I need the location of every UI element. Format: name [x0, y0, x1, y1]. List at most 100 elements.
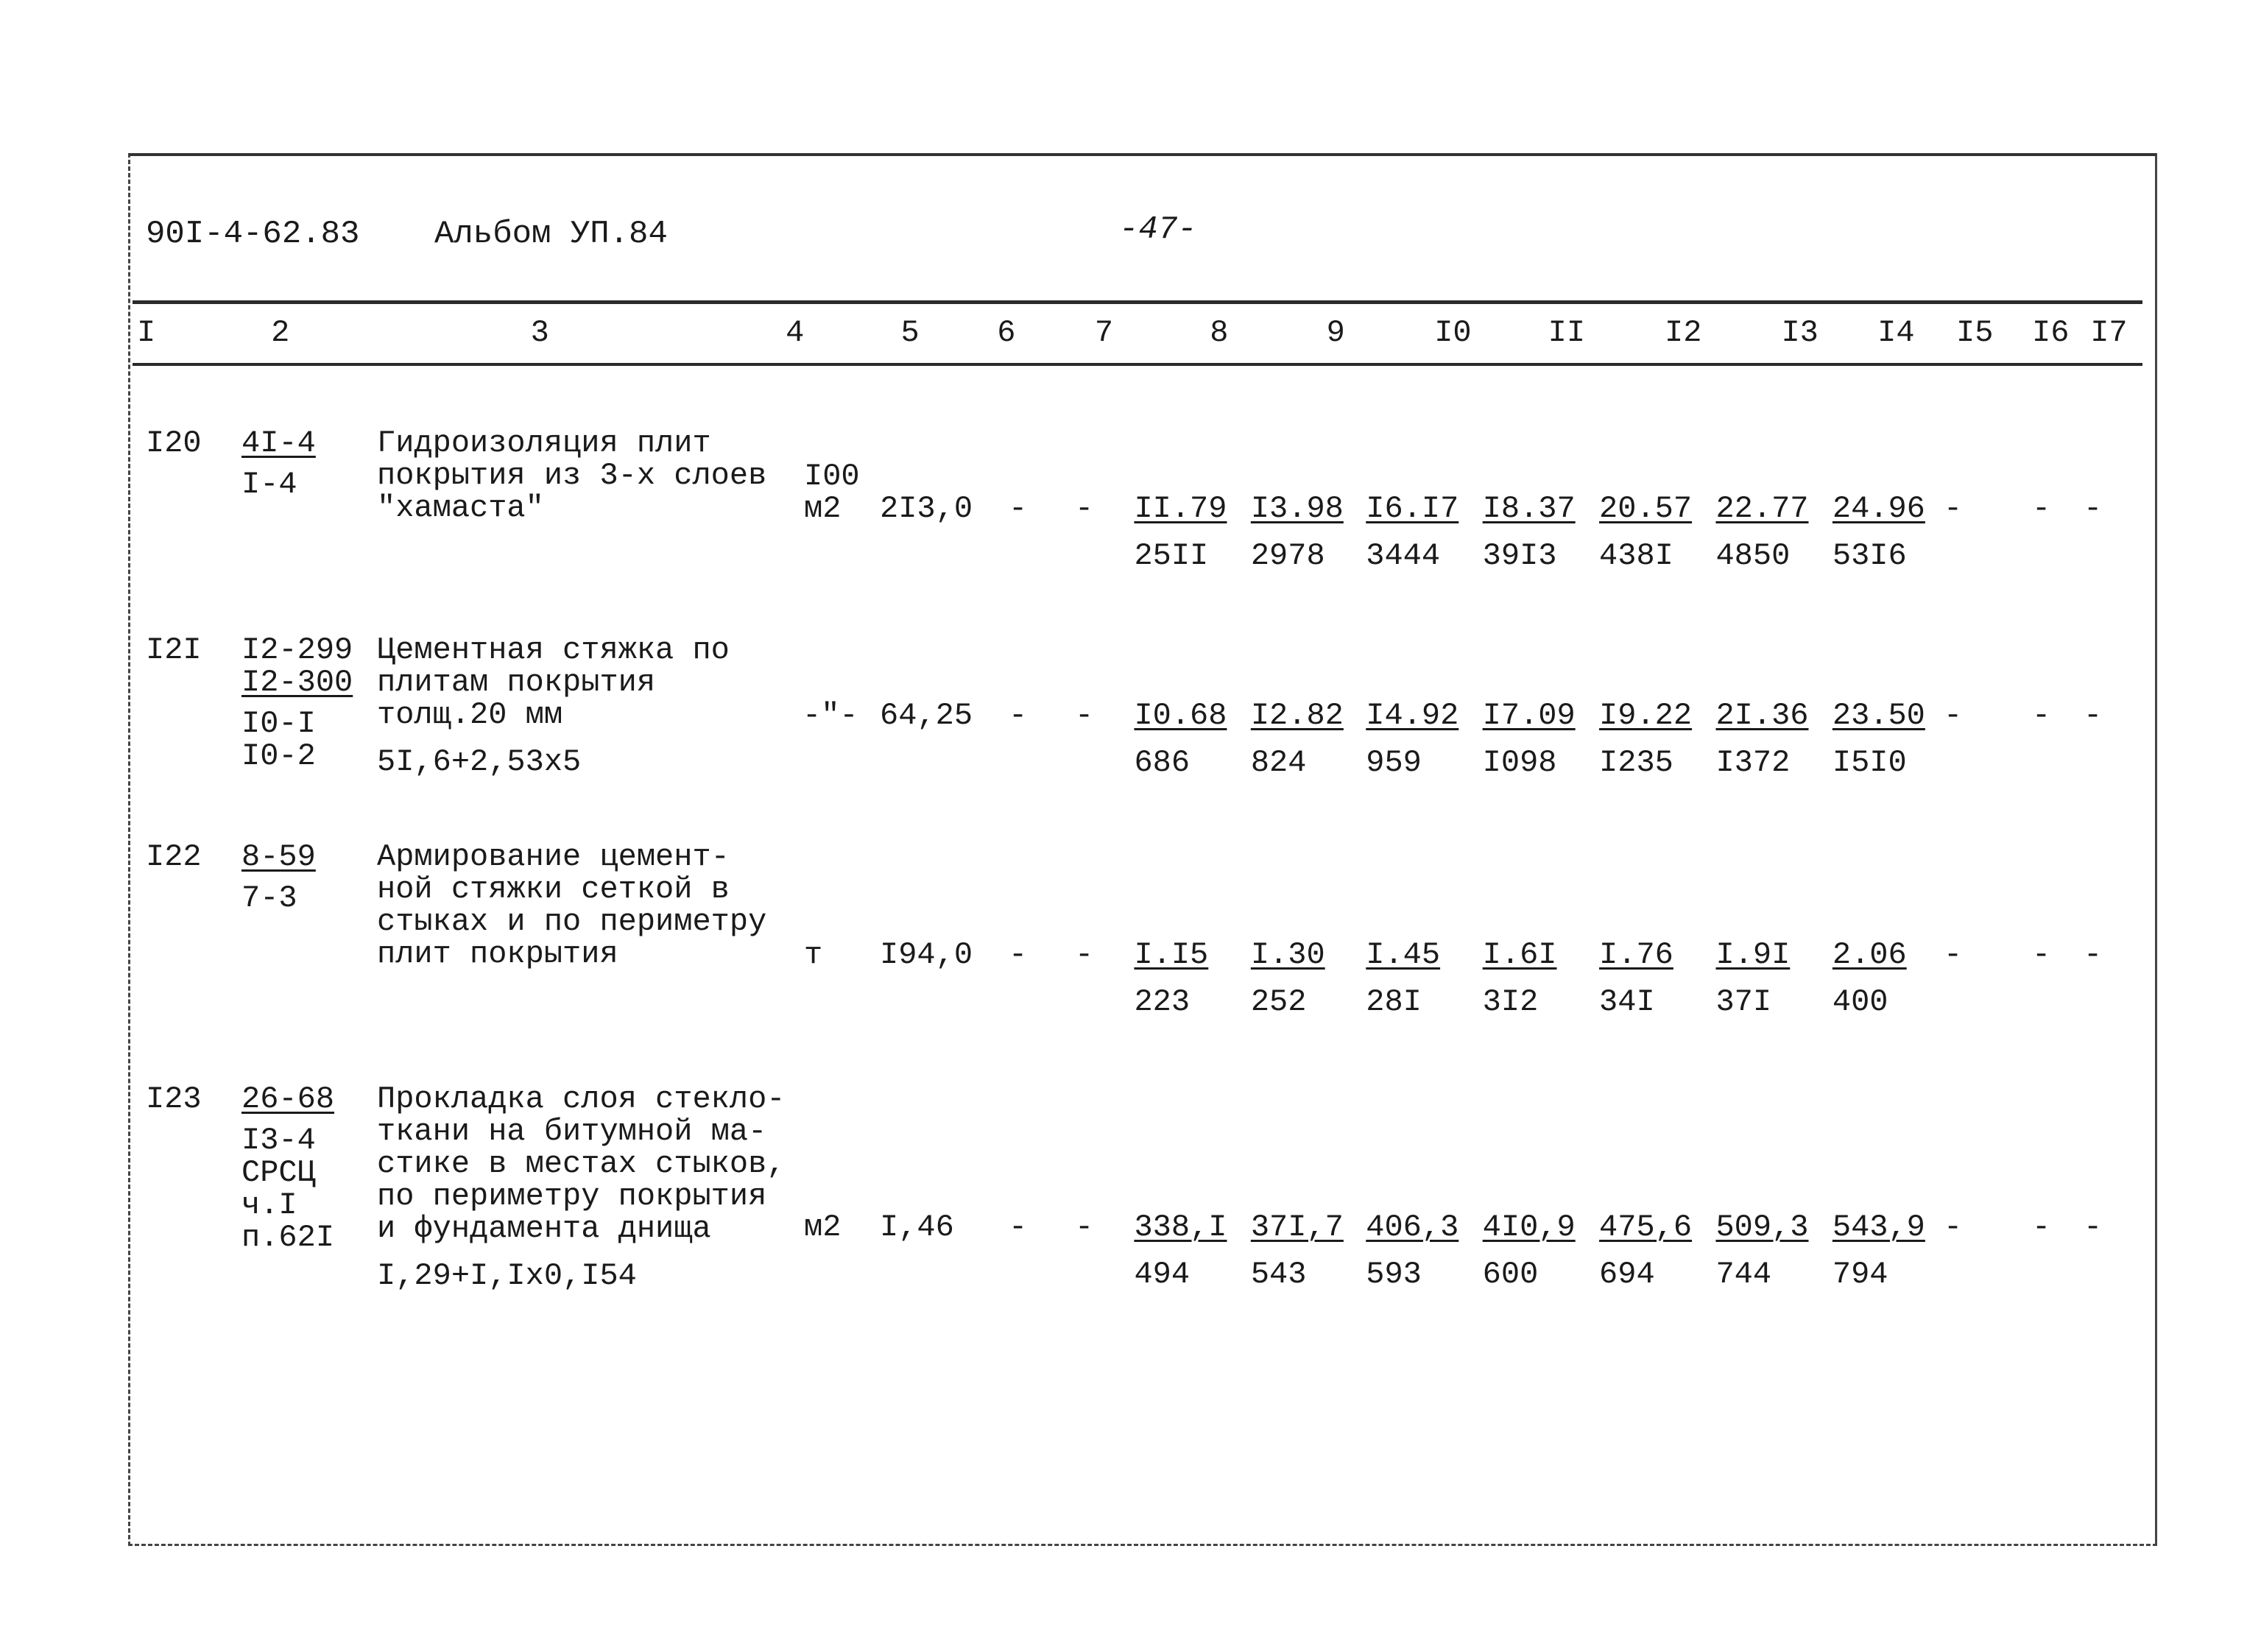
reference-code: I3-4	[241, 1123, 316, 1158]
description-line: Цементная стяжка по	[377, 632, 730, 668]
col6-value: -	[1009, 937, 1028, 973]
col15-value: -	[1944, 1210, 1963, 1245]
reference-code: СРСЦ	[241, 1155, 316, 1190]
column-header-15: I5	[1956, 315, 1994, 350]
unit-price: 406,3	[1366, 1210, 1459, 1245]
total-cost: 438I	[1599, 538, 1673, 573]
total-cost: I5I0	[1832, 745, 1907, 780]
description-line: покрытия из 3-х слоев	[377, 458, 767, 493]
col6-value: -	[1009, 698, 1028, 733]
total-cost: 694	[1599, 1257, 1655, 1292]
total-cost: 37I	[1715, 984, 1772, 1020]
column-header-16: I6	[2032, 315, 2070, 350]
total-cost: 824	[1250, 745, 1307, 780]
description-line: Гидроизоляция плит	[377, 426, 711, 461]
description-line: по периметру покрытия	[377, 1179, 767, 1214]
quantity: 2I3,0	[880, 491, 973, 526]
unit-price: 509,3	[1715, 1210, 1809, 1245]
total-cost: 400	[1832, 984, 1888, 1020]
unit-price: 37I,7	[1250, 1210, 1344, 1245]
col15-value: -	[1944, 937, 1963, 973]
unit-price: 20.57	[1599, 491, 1693, 526]
header-top-rule	[133, 300, 2142, 304]
unit-price: 24.96	[1832, 491, 1925, 526]
total-cost: 794	[1832, 1257, 1888, 1292]
total-cost: I098	[1482, 745, 1557, 780]
unit-price: I.76	[1599, 937, 1673, 973]
unit: I00	[804, 459, 860, 494]
col7-value: -	[1075, 1210, 1094, 1245]
column-header-14: I4	[1877, 315, 1915, 350]
total-cost: 744	[1715, 1257, 1772, 1292]
column-header-12: I2	[1665, 315, 1702, 350]
reference-code: I0-I	[241, 706, 316, 741]
reference-code: I0-2	[241, 738, 316, 774]
row-number: I22	[146, 839, 202, 875]
column-header-7: 7	[1094, 315, 1114, 350]
description-line: толщ.20 мм	[377, 697, 563, 733]
col16-value: -	[2032, 1210, 2051, 1245]
col17-value: -	[2084, 1210, 2103, 1245]
unit-price: I.6I	[1482, 937, 1557, 973]
unit-price: 543,9	[1832, 1210, 1925, 1245]
unit-price: 475,6	[1599, 1210, 1693, 1245]
total-cost: 3444	[1366, 538, 1441, 573]
quantity: 64,25	[880, 698, 973, 733]
reference-code: I2-299	[241, 632, 353, 668]
col15-value: -	[1944, 491, 1963, 526]
description-line: ной стяжки сеткой в	[377, 872, 730, 907]
reference-code: I2-300	[241, 665, 353, 700]
reference-code: ч.I	[241, 1187, 297, 1223]
column-header-1: I	[137, 315, 156, 350]
unit-price: 23.50	[1832, 698, 1925, 733]
column-header-13: I3	[1781, 315, 1819, 350]
unit-price: I4.92	[1366, 698, 1459, 733]
column-header-9: 9	[1326, 315, 1345, 350]
description-line: ткани на битумной ма-	[377, 1114, 767, 1149]
description-line: стике в местах стыков,	[377, 1146, 786, 1182]
quantity: I94,0	[880, 937, 973, 973]
total-cost: 4850	[1715, 538, 1791, 573]
total-cost: 2978	[1250, 538, 1325, 573]
total-cost: 25II	[1134, 538, 1209, 573]
unit-price: I.9I	[1715, 937, 1791, 973]
page-number: -47-	[1119, 211, 1197, 248]
total-cost: 39I3	[1482, 538, 1557, 573]
row-number: I23	[146, 1081, 202, 1117]
col16-value: -	[2032, 937, 2051, 973]
col17-value: -	[2084, 937, 2103, 973]
reference-code: 7-3	[241, 880, 297, 916]
unit-price: I7.09	[1482, 698, 1576, 733]
column-header-3: 3	[530, 315, 549, 350]
unit-price: I.45	[1366, 937, 1441, 973]
description-line: "хамаста"	[377, 490, 544, 526]
unit-price: I3.98	[1250, 491, 1344, 526]
col15-value: -	[1944, 698, 1963, 733]
reference-code: 8-59	[241, 839, 316, 875]
col6-value: -	[1009, 491, 1028, 526]
description-line: Армирование цемент-	[377, 839, 730, 875]
total-cost: 959	[1366, 745, 1422, 780]
unit-price: I9.22	[1599, 698, 1693, 733]
total-cost: 494	[1134, 1257, 1191, 1292]
column-header-6: 6	[997, 315, 1016, 350]
unit-price: I8.37	[1482, 491, 1576, 526]
description-line: плит покрытия	[377, 936, 618, 972]
description-line: Прокладка слоя стекло-	[377, 1081, 786, 1117]
col16-value: -	[2032, 698, 2051, 733]
reference-code: 4I-4	[241, 426, 316, 461]
total-cost: 593	[1366, 1257, 1422, 1292]
unit-price: I0.68	[1134, 698, 1227, 733]
column-header-10: I0	[1434, 315, 1472, 350]
column-header-17: I7	[2090, 315, 2128, 350]
unit: м2	[804, 1210, 842, 1245]
unit-price: 2.06	[1832, 937, 1907, 973]
document-code: 90I-4-62.83	[146, 216, 360, 253]
col17-value: -	[2084, 698, 2103, 733]
col17-value: -	[2084, 491, 2103, 526]
total-cost: 34I	[1599, 984, 1655, 1020]
unit: т	[804, 937, 823, 973]
unit: -"-	[803, 698, 858, 733]
row-number: I20	[146, 426, 202, 461]
column-header-5: 5	[900, 315, 920, 350]
